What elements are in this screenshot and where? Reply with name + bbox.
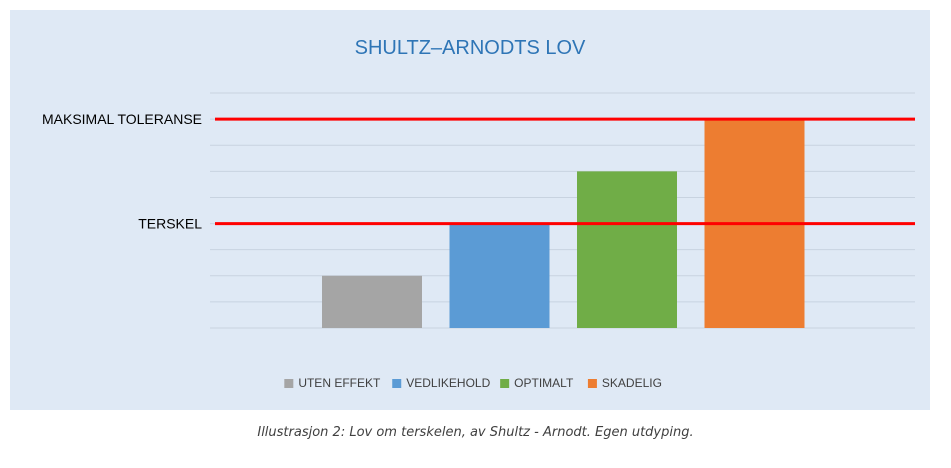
legend-swatch <box>392 379 402 388</box>
bar-chart: SHULTZ–ARNODTS LOV MAKSIMAL TOLERANSE TER… <box>42 37 915 390</box>
legend-swatch <box>587 379 597 388</box>
legend-swatch <box>500 379 510 388</box>
reference-line-label: MAKSIMAL TOLERANSE <box>42 111 202 127</box>
reference-lines: MAKSIMAL TOLERANSE TERSKEL <box>42 111 915 232</box>
bar-uten-effekt <box>322 275 422 328</box>
legend: UTEN EFFEKT VEDLIKEHOLD OPTIMALT SKADELIG <box>284 376 662 390</box>
legend-label: VEDLIKEHOLD <box>406 376 490 390</box>
chart-area: SHULTZ–ARNODTS LOV MAKSIMAL TOLERANSE TER… <box>10 10 930 410</box>
legend-label: UTEN EFFEKT <box>298 376 381 390</box>
legend-label: SKADELIG <box>602 376 662 390</box>
legend-label: OPTIMALT <box>514 376 574 390</box>
legend-swatch <box>284 379 294 388</box>
chart-title: SHULTZ–ARNODTS LOV <box>355 37 586 59</box>
gridlines <box>210 92 915 329</box>
figure-caption: Illustrasjon 2: Lov om terskelen, av Shu… <box>257 425 694 440</box>
reference-line-label: TERSKEL <box>138 216 202 232</box>
bar-vedlikehold <box>449 223 550 328</box>
bar-optimalt <box>577 171 677 328</box>
